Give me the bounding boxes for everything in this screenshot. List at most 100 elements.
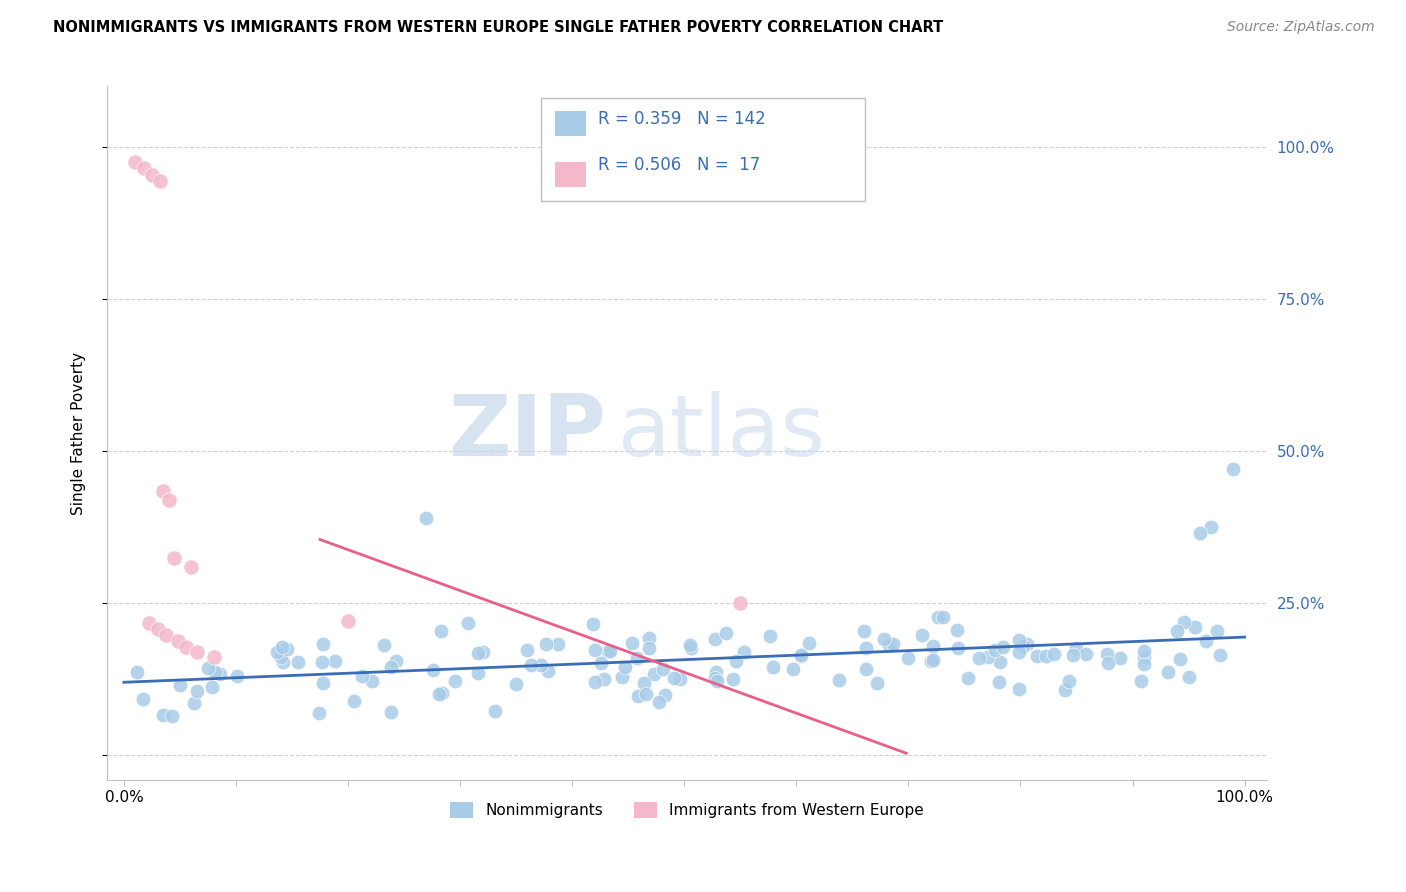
Point: [927, 610, 949, 624]
Legend: Nonimmigrants, Immigrants from Western Europe: Nonimmigrants, Immigrants from Western E…: [444, 796, 929, 824]
Point: [1015, 637, 1038, 651]
Point: [266, 645, 288, 659]
Point: [582, 616, 605, 631]
Point: [226, 669, 249, 683]
Point: [157, 492, 180, 507]
Point: [759, 629, 782, 643]
Point: [922, 653, 945, 667]
Point: [197, 661, 219, 675]
Point: [1026, 649, 1049, 664]
Point: [703, 632, 725, 646]
Point: [638, 640, 661, 655]
Point: [430, 686, 453, 700]
Point: [679, 638, 702, 652]
Point: [270, 649, 292, 664]
Point: [704, 671, 727, 685]
Point: [422, 663, 444, 677]
Point: [183, 697, 205, 711]
Point: [733, 645, 755, 659]
Point: [789, 648, 811, 662]
Point: [380, 660, 402, 674]
Point: [991, 640, 1014, 654]
Point: [1168, 652, 1191, 666]
Point: [373, 638, 395, 652]
Point: [866, 676, 889, 690]
Point: [141, 168, 163, 182]
Text: ZIP: ZIP: [449, 392, 606, 475]
Point: [853, 624, 876, 638]
Point: [1097, 656, 1119, 670]
Point: [1184, 620, 1206, 634]
Point: [1108, 650, 1130, 665]
Point: [704, 665, 727, 680]
Point: [782, 662, 804, 676]
Point: [516, 642, 538, 657]
Point: [202, 649, 225, 664]
Point: [186, 683, 208, 698]
Point: [312, 637, 335, 651]
Point: [343, 694, 366, 708]
Point: [271, 640, 294, 655]
Point: [956, 671, 979, 685]
Point: [990, 655, 1012, 669]
Point: [1222, 462, 1244, 476]
Point: [583, 674, 606, 689]
Point: [1178, 670, 1201, 684]
Point: [610, 670, 633, 684]
Point: [1173, 615, 1195, 629]
Point: [337, 615, 360, 629]
Point: [166, 634, 188, 648]
Point: [877, 639, 900, 653]
Point: [1066, 641, 1088, 656]
Point: [873, 632, 896, 647]
Point: [1043, 647, 1066, 661]
Point: [1035, 649, 1057, 664]
Point: [132, 161, 155, 176]
Point: [681, 640, 703, 655]
Point: [1199, 520, 1222, 534]
Point: [828, 673, 851, 688]
Point: [662, 671, 685, 685]
Point: [276, 642, 298, 657]
Point: [1008, 681, 1031, 696]
Point: [911, 627, 934, 641]
Point: [155, 628, 177, 642]
Point: [1053, 682, 1076, 697]
Y-axis label: Single Father Poverty: Single Father Poverty: [72, 351, 86, 515]
Point: [1062, 648, 1084, 662]
Point: [1129, 674, 1152, 689]
Point: [520, 657, 543, 672]
Point: [977, 650, 1000, 665]
Point: [530, 658, 553, 673]
Point: [472, 645, 495, 659]
Point: [1209, 648, 1232, 663]
Point: [308, 706, 330, 720]
Point: [721, 672, 744, 686]
Point: [799, 635, 821, 649]
Point: [169, 678, 191, 692]
Point: [967, 651, 990, 665]
Point: [896, 651, 918, 665]
Point: [1008, 632, 1031, 647]
Point: [467, 665, 489, 680]
Point: [920, 654, 942, 668]
Point: [724, 654, 747, 668]
Point: [1074, 647, 1097, 661]
Point: [987, 675, 1010, 690]
Point: [429, 687, 451, 701]
Point: [855, 662, 877, 676]
Point: [204, 665, 226, 679]
Point: [1095, 647, 1118, 661]
Point: [162, 709, 184, 723]
Text: R = 0.359   N = 142: R = 0.359 N = 142: [598, 110, 765, 128]
Point: [637, 631, 659, 645]
Point: [201, 680, 224, 694]
Point: [730, 596, 752, 610]
Text: NONIMMIGRANTS VS IMMIGRANTS FROM WESTERN EUROPE SINGLE FATHER POVERTY CORRELATIO: NONIMMIGRANTS VS IMMIGRANTS FROM WESTERN…: [53, 20, 943, 35]
Point: [1166, 624, 1188, 638]
Point: [415, 511, 437, 525]
Point: [132, 691, 155, 706]
Point: [312, 675, 335, 690]
Point: [534, 637, 557, 651]
Point: [125, 665, 148, 680]
